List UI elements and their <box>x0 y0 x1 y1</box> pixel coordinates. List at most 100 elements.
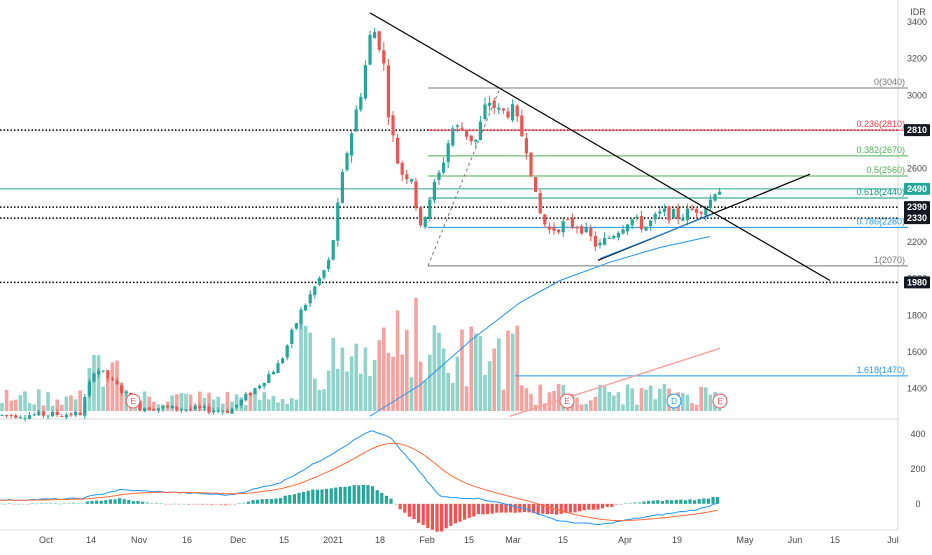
candle-body-130 <box>598 242 602 246</box>
volume-bar-63 <box>290 398 294 411</box>
macd-histogram-bar <box>320 489 324 504</box>
candle-body-84 <box>386 65 390 118</box>
volume-bar-10 <box>46 392 50 411</box>
macd-histogram-bar <box>297 492 301 504</box>
macd-histogram-bar <box>706 498 710 504</box>
candle-body-129 <box>593 236 597 247</box>
candle-body-94 <box>432 181 436 201</box>
macd-histogram-bar <box>67 502 71 504</box>
macd-tick-1: 200 <box>910 464 925 474</box>
volume-bar-17 <box>78 390 82 411</box>
fib-label-6: 1(2070) <box>874 255 905 265</box>
volume-bar-57 <box>262 392 266 411</box>
volume-bar-154 <box>708 394 713 411</box>
candle-body-41 <box>189 408 193 410</box>
fib-label-7: 1.618(1470) <box>856 365 905 375</box>
macd-histogram-bar <box>430 503 434 530</box>
candle-body-30 <box>138 400 142 411</box>
macd-histogram-bar <box>711 497 715 504</box>
candle-body-119 <box>547 226 551 230</box>
candle-body-79 <box>363 65 367 99</box>
macd-histogram-bar <box>582 503 586 511</box>
volume-bar-78 <box>359 373 363 411</box>
candle-body-124 <box>570 218 574 228</box>
candle-body-139 <box>639 216 643 230</box>
volume-bar-40 <box>184 393 188 411</box>
candle-body-106 <box>488 102 492 106</box>
macd-histogram-bar <box>545 503 549 515</box>
candle-body-24 <box>110 378 114 380</box>
macd-histogram-bar <box>182 503 186 505</box>
candle-body-152 <box>699 212 703 214</box>
candle-body-90 <box>414 181 418 208</box>
candle-body-125 <box>575 227 579 229</box>
macd-histogram-bar <box>573 503 577 513</box>
candle-body-116 <box>534 177 538 192</box>
volume-bar-59 <box>271 395 276 411</box>
macd-histogram-bar <box>348 486 352 504</box>
candle-body-104 <box>478 121 482 140</box>
macd-histogram-bar <box>200 503 204 505</box>
candle-body-83 <box>382 50 386 64</box>
macd-histogram-bar <box>440 503 444 532</box>
candle-body-78 <box>359 96 363 110</box>
macd-histogram-bar <box>605 503 609 507</box>
candle-body-81 <box>373 32 377 39</box>
candle-body-134 <box>616 232 620 238</box>
volume-bar-96 <box>441 348 446 411</box>
volume-bar-6 <box>27 403 32 411</box>
macd-histogram-bar <box>210 503 214 506</box>
macd-histogram-bar <box>444 503 448 529</box>
candle-body-71 <box>327 260 331 269</box>
volume-bar-138 <box>635 404 639 411</box>
macd-histogram-bar <box>159 502 163 504</box>
macd-histogram-bar <box>30 503 34 504</box>
time-tick-7: 18 <box>375 535 385 545</box>
volume-bar-92 <box>423 380 427 411</box>
macd-histogram-bar <box>697 499 701 504</box>
macd-histogram-bar <box>389 498 393 504</box>
macd-histogram-bar <box>288 495 292 504</box>
volume-bar-45 <box>207 392 211 411</box>
candle-body-144 <box>662 208 666 212</box>
time-tick-6: 2021 <box>323 535 343 545</box>
candle-body-18 <box>83 396 87 416</box>
candle-body-68 <box>313 286 317 296</box>
candle-body-89 <box>409 179 413 182</box>
volume-bar-91 <box>418 361 423 411</box>
volume-bar-1 <box>4 389 9 411</box>
fib-anchor-line <box>427 87 501 267</box>
volume-bar-141 <box>648 385 653 411</box>
price-tag-3: 2330 <box>907 213 927 223</box>
time-tick-16: 15 <box>830 535 840 545</box>
macd-histogram-bar <box>467 503 471 518</box>
macd-histogram-bar <box>596 503 600 510</box>
macd-histogram-bar <box>509 503 513 513</box>
candle-body-57 <box>262 382 266 387</box>
candle-body-33 <box>152 409 156 411</box>
macd-histogram-bar <box>651 500 655 504</box>
macd-histogram-bar <box>716 497 720 504</box>
volume-bar-34 <box>156 404 161 411</box>
volume-bar-73 <box>336 368 340 411</box>
candle-body-149 <box>685 208 689 221</box>
candle-body-1 <box>5 414 9 416</box>
macd-histogram-bar <box>104 500 108 504</box>
candle-body-59 <box>271 371 275 375</box>
price-tag-4: 1980 <box>907 277 927 287</box>
candle-body-4 <box>18 417 22 419</box>
candle-body-48 <box>221 411 225 413</box>
candle-body-23 <box>106 370 110 379</box>
volume-bar-0 <box>0 402 4 411</box>
candle-body-155 <box>713 194 717 201</box>
volume-bar-26 <box>119 382 124 411</box>
candle-body-3 <box>14 415 18 418</box>
volume-bar-115 <box>529 393 533 411</box>
volume-bar-70 <box>322 389 326 411</box>
price-tick-1: 3200 <box>907 54 927 64</box>
macd-histogram-bar <box>674 499 678 504</box>
candle-body-87 <box>400 162 404 175</box>
macd-histogram-bar <box>527 503 531 513</box>
volume-bar-49 <box>225 391 230 411</box>
